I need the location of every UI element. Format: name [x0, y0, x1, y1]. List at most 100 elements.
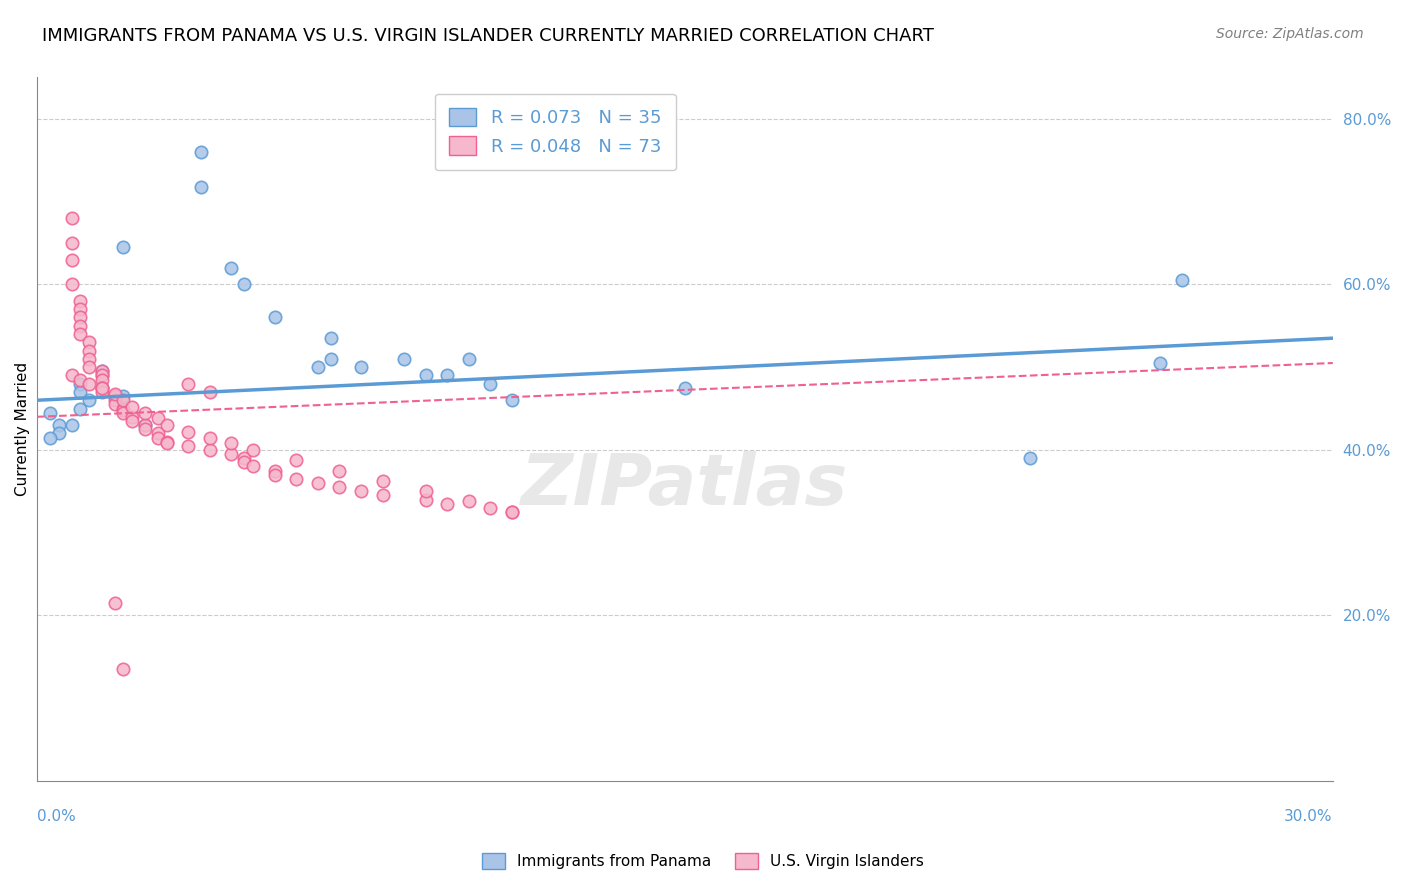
Legend: R = 0.073   N = 35, R = 0.048   N = 73: R = 0.073 N = 35, R = 0.048 N = 73 [434, 94, 676, 170]
Point [90, 381, 112, 395]
Point [90, 381, 112, 395]
Point [371, 475, 394, 489]
Point [233, 455, 256, 469]
Point [263, 464, 285, 478]
Point [457, 494, 479, 508]
Point [263, 310, 285, 325]
Point [112, 401, 135, 416]
Point [60, 211, 83, 226]
Point [90, 368, 112, 383]
Point [60, 277, 83, 292]
Point [328, 464, 350, 478]
Point [221, 260, 243, 275]
Point [146, 430, 169, 444]
Point [112, 393, 135, 408]
Text: ZIPatlas: ZIPatlas [522, 451, 849, 520]
Point [77, 351, 100, 366]
Point [233, 277, 256, 292]
Point [104, 389, 127, 403]
Point [436, 497, 458, 511]
Point [77, 360, 100, 375]
Point [415, 484, 437, 499]
Legend: Immigrants from Panama, U.S. Virgin Islanders: Immigrants from Panama, U.S. Virgin Isla… [477, 847, 929, 875]
Point [69, 401, 91, 416]
Point [112, 389, 135, 403]
Point [285, 453, 308, 467]
Point [415, 368, 437, 383]
Point [371, 488, 394, 502]
Point [501, 393, 523, 408]
Point [77, 376, 100, 391]
Point [104, 397, 127, 411]
Point [263, 467, 285, 482]
Point [60, 418, 83, 433]
Point [38, 406, 60, 420]
Point [90, 373, 112, 387]
Point [673, 381, 696, 395]
Point [319, 331, 342, 345]
Point [436, 368, 458, 383]
Point [90, 381, 112, 395]
Point [501, 505, 523, 519]
Point [307, 476, 329, 491]
Point [77, 335, 100, 350]
Point [501, 505, 523, 519]
Point [1019, 451, 1042, 466]
Point [177, 376, 200, 391]
Point [319, 351, 342, 366]
Point [177, 425, 200, 439]
Point [90, 368, 112, 383]
Point [415, 492, 437, 507]
Point [69, 373, 91, 387]
Point [69, 318, 91, 333]
Point [221, 436, 243, 450]
Point [134, 418, 156, 433]
Point [134, 422, 156, 436]
Point [69, 310, 91, 325]
Point [221, 447, 243, 461]
Point [233, 451, 256, 466]
Point [77, 393, 100, 408]
Point [1149, 356, 1171, 370]
Text: IMMIGRANTS FROM PANAMA VS U.S. VIRGIN ISLANDER CURRENTLY MARRIED CORRELATION CHA: IMMIGRANTS FROM PANAMA VS U.S. VIRGIN IS… [42, 27, 934, 45]
Point [134, 406, 156, 420]
Point [190, 145, 212, 159]
Point [198, 442, 221, 457]
Point [90, 364, 112, 378]
Point [146, 411, 169, 425]
Point [307, 360, 329, 375]
Point [69, 384, 91, 399]
Point [134, 418, 156, 433]
Point [1170, 273, 1192, 287]
Point [112, 662, 135, 676]
Point [242, 442, 264, 457]
Text: 30.0%: 30.0% [1284, 809, 1333, 824]
Point [155, 434, 177, 449]
Point [392, 351, 415, 366]
Point [198, 384, 221, 399]
Point [69, 302, 91, 317]
Point [457, 351, 479, 366]
Point [479, 376, 502, 391]
Point [104, 389, 127, 403]
Point [155, 418, 177, 433]
Point [90, 364, 112, 378]
Point [60, 368, 83, 383]
Point [60, 235, 83, 250]
Point [77, 343, 100, 358]
Point [69, 293, 91, 308]
Point [350, 360, 373, 375]
Point [198, 430, 221, 444]
Point [104, 596, 127, 610]
Y-axis label: Currently Married: Currently Married [15, 362, 30, 496]
Point [350, 484, 373, 499]
Point [121, 400, 143, 414]
Point [285, 472, 308, 486]
Point [112, 403, 135, 417]
Point [121, 409, 143, 424]
Point [69, 376, 91, 391]
Point [90, 384, 112, 399]
Text: Source: ZipAtlas.com: Source: ZipAtlas.com [1216, 27, 1364, 41]
Point [121, 414, 143, 428]
Point [155, 436, 177, 450]
